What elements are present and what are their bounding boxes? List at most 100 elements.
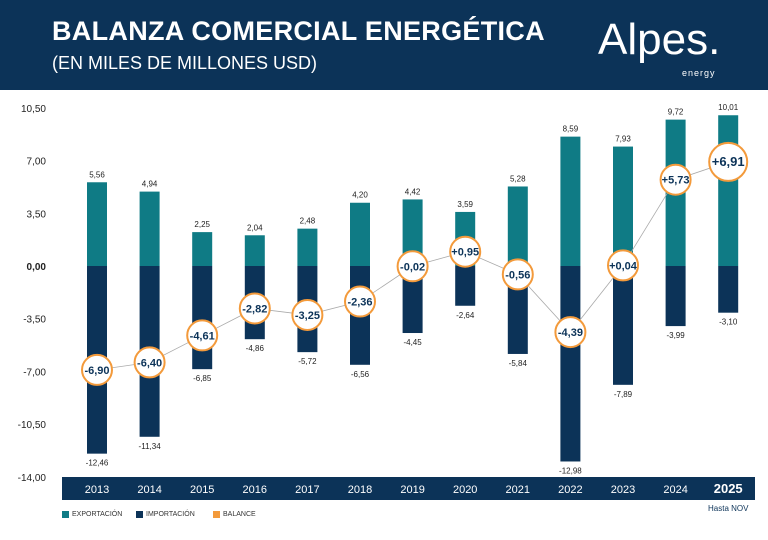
- balance-data-label: -6,40: [137, 357, 162, 369]
- export-bar: [613, 146, 633, 266]
- x-tick-label: 2025: [714, 481, 743, 496]
- balance-data-label: -2,36: [347, 297, 372, 309]
- export-data-label: 4,42: [405, 187, 421, 196]
- x-tick-label: 2022: [558, 484, 582, 496]
- alpes-logo-sub: energy: [682, 68, 716, 78]
- balance-marker: [238, 292, 271, 325]
- export-bar: [87, 182, 107, 266]
- export-data-label: 9,72: [668, 108, 684, 117]
- balance-data-label: -4,61: [190, 330, 215, 342]
- chart-subtitle: (EN MILES DE MILLONES USD): [52, 53, 318, 73]
- legend-swatch-export: [62, 511, 69, 518]
- export-data-label: 5,56: [89, 170, 105, 179]
- x-tick-label: 2014: [137, 484, 161, 496]
- y-tick-label: 10,50: [21, 104, 46, 115]
- y-tick-label: -3,50: [23, 315, 46, 326]
- import-bar: [402, 266, 423, 334]
- balance-marker: [133, 346, 166, 379]
- x-tick-label: 2013: [85, 484, 109, 496]
- balance-data-label: +0,04: [609, 260, 638, 272]
- balance-data-label: -3,25: [295, 310, 320, 322]
- balance-marker: [659, 163, 692, 196]
- import-data-label: -7,89: [614, 390, 633, 399]
- balance-data-label: -0,02: [400, 261, 425, 273]
- export-data-label: 4,20: [352, 191, 368, 200]
- note-hasta-nov: Hasta NOV: [708, 504, 749, 513]
- import-data-label: -3,99: [666, 331, 685, 340]
- balance-data-label: -4,39: [558, 327, 583, 339]
- x-tick-label: 2020: [453, 484, 477, 496]
- legend-balance: BALANCE: [213, 511, 256, 518]
- legend-label: IMPORTACIÓN: [146, 511, 195, 518]
- legend-label: EXPORTACIÓN: [72, 511, 123, 518]
- chart-title: BALANZA COMERCIAL ENERGÉTICA: [52, 16, 545, 46]
- export-bar: [192, 232, 213, 266]
- x-tick-label: 2021: [506, 484, 530, 496]
- import-bar: [718, 266, 739, 313]
- export-bar: [139, 191, 160, 266]
- header-banner: BALANZA COMERCIAL ENERGÉTICA (EN MILES D…: [0, 0, 768, 90]
- export-bar: [718, 115, 739, 267]
- y-tick-label: 7,00: [27, 157, 47, 168]
- import-bar: [455, 266, 476, 306]
- x-tick-label: 2019: [400, 484, 424, 496]
- legend-import: IMPORTACIÓN: [136, 511, 195, 518]
- import-data-label: -6,56: [351, 370, 370, 379]
- x-tick-label: 2015: [190, 484, 214, 496]
- import-data-label: -12,98: [559, 466, 582, 475]
- legend-export: EXPORTACIÓN: [62, 511, 122, 518]
- import-bar: [560, 266, 581, 462]
- import-data-label: -2,64: [456, 311, 475, 320]
- export-bar: [297, 228, 318, 266]
- import-data-label: -12,46: [86, 459, 109, 468]
- balance-marker: [344, 285, 376, 318]
- x-tick-label: 2016: [243, 484, 267, 496]
- export-bar: [350, 202, 370, 266]
- export-bar: [402, 199, 423, 266]
- balance-marker: [501, 258, 534, 291]
- balance-marker: [396, 250, 429, 283]
- x-tick-label: 2018: [348, 484, 372, 496]
- export-data-label: 4,94: [142, 180, 158, 189]
- export-data-label: 2,25: [194, 220, 210, 229]
- balance-marker: [81, 353, 113, 386]
- legend-swatch-import: [136, 511, 143, 518]
- import-data-label: -5,84: [509, 359, 528, 368]
- import-data-label: -4,45: [403, 338, 422, 347]
- import-bar: [613, 266, 633, 385]
- export-data-label: 2,04: [247, 223, 263, 232]
- x-tick-label: 2024: [663, 484, 687, 496]
- export-bar: [507, 186, 528, 266]
- x-tick-label: 2017: [295, 484, 319, 496]
- export-data-label: 2,48: [300, 217, 316, 226]
- balance-marker: [449, 235, 482, 268]
- export-data-label: 10,01: [718, 103, 739, 112]
- legend-swatch-balance: [213, 511, 220, 518]
- import-data-label: -11,34: [139, 442, 162, 451]
- balance-marker: [186, 319, 219, 352]
- export-data-label: 7,93: [615, 135, 631, 144]
- balance-data-label: +6,91: [712, 154, 745, 169]
- balance-marker: [708, 141, 749, 182]
- import-bar: [665, 266, 686, 327]
- import-data-label: -5,72: [298, 357, 317, 366]
- alpes-logo: Alpes.: [598, 15, 721, 64]
- y-tick-label: 3,50: [27, 209, 47, 220]
- export-bar: [560, 136, 581, 266]
- legend-label: BALANCE: [223, 511, 256, 518]
- balance-data-label: +5,73: [662, 175, 690, 187]
- y-tick-label: -7,00: [23, 367, 46, 378]
- import-data-label: -4,86: [246, 344, 265, 353]
- y-tick-label: -14,00: [18, 473, 47, 484]
- x-tick-label: 2023: [611, 484, 635, 496]
- balance-data-label: -0,56: [505, 269, 530, 281]
- balance-data-label: +0,95: [451, 247, 479, 259]
- y-tick-label: 0,00: [27, 262, 47, 273]
- balance-marker: [291, 298, 324, 331]
- balance-data-label: -6,90: [84, 365, 109, 377]
- balance-marker: [554, 316, 587, 349]
- x-axis-band: [62, 477, 755, 500]
- y-tick-label: -10,50: [18, 420, 47, 431]
- import-data-label: -3,10: [719, 318, 738, 327]
